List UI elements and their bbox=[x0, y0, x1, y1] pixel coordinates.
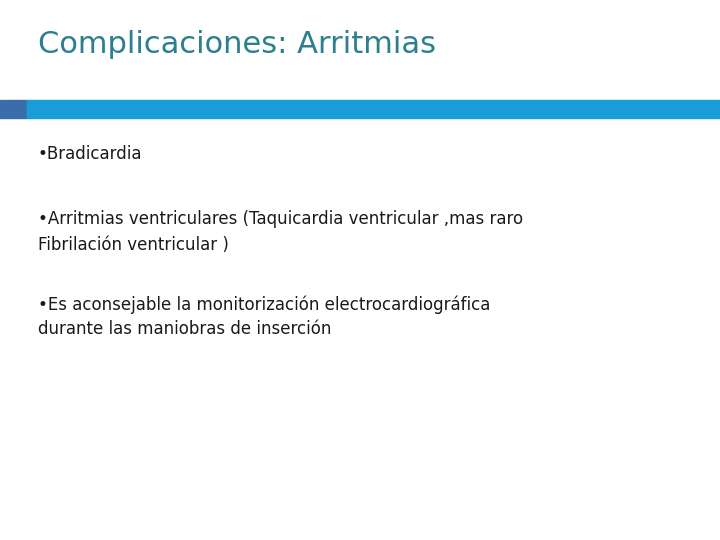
Bar bbox=[27, 100, 720, 118]
Bar bbox=[0, 100, 27, 118]
Text: •Es aconsejable la monitorización electrocardiográfica: •Es aconsejable la monitorización electr… bbox=[38, 295, 490, 314]
Text: •Arritmias ventriculares (Taquicardia ventricular ,mas raro: •Arritmias ventriculares (Taquicardia ve… bbox=[38, 210, 523, 228]
Text: Complicaciones: Arritmias: Complicaciones: Arritmias bbox=[38, 30, 436, 59]
Text: •Bradicardia: •Bradicardia bbox=[38, 145, 143, 163]
Text: Fibrilación ventricular ): Fibrilación ventricular ) bbox=[38, 236, 229, 254]
Text: durante las maniobras de inserción: durante las maniobras de inserción bbox=[38, 320, 331, 338]
